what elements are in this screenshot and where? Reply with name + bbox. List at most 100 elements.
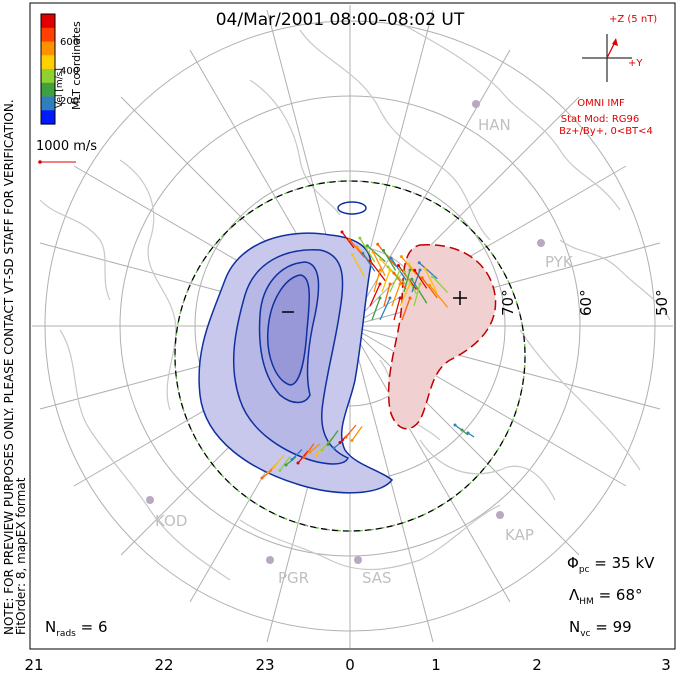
velocity-vector-origin	[418, 268, 422, 272]
velocity-vector-origin	[418, 282, 422, 286]
velocity-vector-origin	[371, 250, 375, 254]
coast-line	[519, 329, 641, 471]
velocity-vector-origin	[290, 458, 294, 461]
map-frame	[29, 2, 676, 650]
stations: HAN PYK KOD PGR SAS KAP	[146, 100, 574, 587]
velocity-vector-origin	[378, 268, 382, 272]
coast-line	[239, 504, 501, 570]
mlt-label-2: 2	[532, 656, 542, 674]
station-marker	[354, 556, 362, 564]
velocity-vector	[393, 272, 407, 290]
velocity-vector-origin	[338, 441, 342, 444]
imf-condition: Bz+/By+, 0<BT<4	[559, 126, 653, 137]
velocity-vector-origin	[347, 238, 351, 242]
station-kod: KOD	[146, 496, 187, 530]
station-pyk: PYK	[537, 239, 574, 271]
velocity-vector-origin	[466, 431, 470, 435]
mlt-label-0: 0	[345, 656, 355, 674]
mlt-label-22: 22	[154, 656, 173, 674]
velocity-vector	[279, 456, 291, 471]
velocity-vector	[411, 269, 421, 293]
colorbar-swatch	[41, 14, 55, 29]
velocity-vector-origin	[296, 461, 300, 465]
imf-model: Stat Mod: RG96	[561, 114, 640, 125]
velocity-vector-origin	[453, 423, 457, 427]
colorbar-swatch	[41, 96, 55, 111]
imf-source: OMNI IMF	[577, 98, 625, 109]
velocity-vector	[327, 430, 339, 445]
velocity-vector-origin	[396, 264, 400, 268]
phi-pc-stat: Φpc = 35 kV	[567, 554, 655, 575]
colorbar-tick-400: 400	[60, 66, 79, 77]
velocity-vector-origin	[355, 245, 359, 249]
velocity-vector-origin	[365, 244, 369, 248]
velocity-vector	[366, 245, 386, 263]
station-label: PYK	[545, 253, 574, 271]
mlt-label-21: 21	[24, 656, 43, 674]
coast-line	[39, 199, 111, 301]
velocity-vector-origin	[302, 456, 306, 459]
velocity-vector-origin	[314, 454, 318, 457]
lambda-hm-stat: ΛHM = 68°	[569, 586, 643, 607]
velocity-vector	[341, 231, 355, 249]
station-label: KOD	[155, 512, 187, 530]
n-vc-stat: Nvc = 99	[569, 618, 632, 639]
velocity-vector-origin	[320, 448, 324, 452]
velocity-vector-origin	[389, 256, 393, 260]
velocity-vector-origin	[408, 268, 412, 272]
fit-info: FitOrder: 8, mapEX format	[14, 477, 28, 635]
coast-line	[299, 29, 491, 241]
velocity-vector-origin	[278, 469, 282, 472]
colorbar-frame	[40, 13, 56, 125]
velocity-vector-origin	[326, 443, 330, 446]
velocity-vector	[421, 277, 438, 299]
colorbar-swatch	[41, 41, 55, 56]
velocity-vector	[399, 283, 411, 307]
station-label: KAP	[505, 526, 534, 544]
velocity-vector	[381, 269, 391, 293]
velocity-vector-origin	[388, 282, 392, 286]
velocity-vector-origin	[361, 251, 365, 255]
n-rads-stat: Nrads = 6	[45, 618, 108, 639]
ref-vector-dot	[38, 160, 42, 164]
velocity-vector-origin	[378, 282, 382, 286]
station-label: PGR	[278, 569, 309, 587]
velocity-vector	[401, 297, 411, 321]
colorbar-tick-600: 600	[60, 37, 79, 48]
mlt-label-3: 3	[661, 656, 671, 674]
lat-label-70: 70°	[499, 289, 517, 316]
velocity-vector	[309, 443, 321, 453]
lat-label-60: 60°	[577, 289, 595, 316]
mlt-label-23: 23	[255, 656, 274, 674]
colorbar-swatch	[41, 69, 55, 84]
velocity-vector	[418, 262, 438, 280]
velocity-vector-origin	[358, 236, 362, 240]
velocity-vector	[369, 283, 381, 307]
velocity-vector-origin	[260, 476, 264, 480]
velocity-vector-origin	[350, 253, 354, 257]
coast-line	[394, 19, 621, 211]
station-marker	[266, 556, 274, 564]
station-label: SAS	[362, 569, 392, 587]
velocity-vector	[429, 284, 449, 308]
velocity-vector-origin	[376, 242, 380, 246]
velocity-vector-origin	[344, 435, 348, 439]
velocity-vector-origin	[420, 276, 424, 280]
velocity-vector-origin	[308, 450, 312, 454]
velocity-vector	[371, 297, 381, 321]
velocity-vector-origin	[266, 471, 270, 474]
lat-label-50: 50°	[653, 289, 671, 316]
velocity-vector	[273, 454, 285, 468]
imf-vector-arrowhead	[612, 38, 618, 46]
station-sas: SAS	[354, 556, 392, 587]
velocity-vector	[369, 260, 386, 282]
velocity-vector	[351, 254, 365, 277]
velocity-vector-origin	[392, 271, 396, 275]
station-marker	[496, 511, 504, 519]
velocity-vector-origin	[402, 270, 406, 274]
hm-boundary-dots	[174, 180, 526, 532]
velocity-vector-origin	[398, 282, 402, 286]
velocity-vector-origin	[408, 296, 412, 300]
velocity-vector	[291, 449, 303, 460]
velocity-vector-origin	[386, 265, 390, 269]
